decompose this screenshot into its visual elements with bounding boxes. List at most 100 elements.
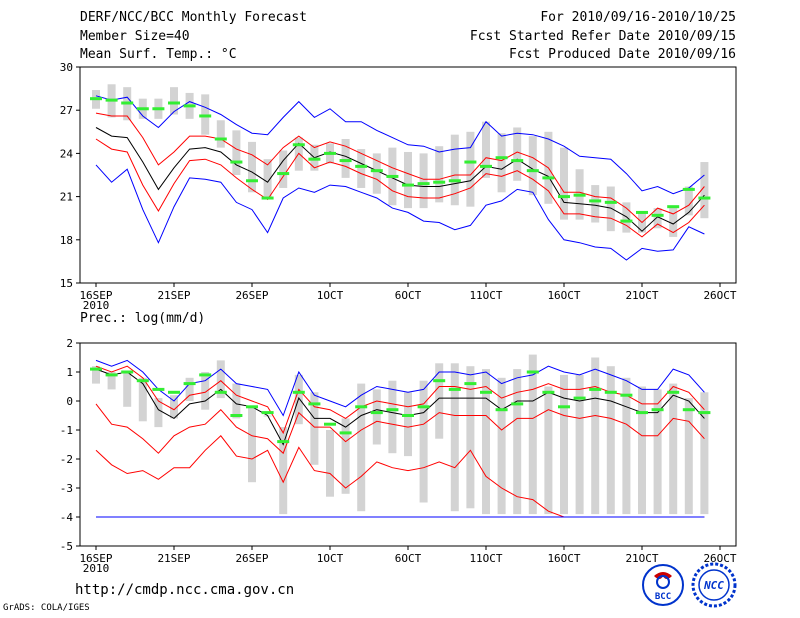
median-marker	[152, 387, 165, 391]
spread-box	[700, 392, 709, 515]
median-marker	[246, 179, 258, 183]
spread-box	[138, 377, 147, 422]
spread-box	[669, 206, 678, 237]
y-tick-label: 30	[60, 61, 73, 74]
median-marker	[324, 151, 336, 155]
spread-box	[653, 208, 662, 229]
spread-box	[497, 377, 506, 515]
median-marker	[355, 405, 368, 409]
median-marker	[168, 390, 180, 394]
median-marker	[448, 387, 461, 391]
spread-box	[357, 383, 366, 512]
spread-box	[341, 139, 350, 178]
spread-box	[560, 374, 568, 515]
median-marker	[698, 196, 711, 200]
median-marker	[542, 176, 555, 180]
x-tick-label: 6OCT	[395, 552, 422, 565]
grads-credit: GrADS: COLA/IGES	[3, 603, 90, 613]
median-marker	[355, 164, 368, 168]
member-size-label: Member Size=40	[80, 29, 190, 44]
source-url[interactable]: http://cmdp.ncc.cma.gov.cn	[75, 582, 295, 598]
median-marker	[402, 183, 414, 187]
spread-box	[575, 374, 584, 515]
median-marker	[636, 210, 648, 214]
median-marker	[480, 164, 492, 168]
median-marker	[121, 370, 134, 374]
spread-box	[341, 418, 350, 494]
spread-box	[232, 383, 241, 419]
median-marker	[308, 157, 321, 161]
median-marker	[589, 199, 602, 203]
spread-box	[170, 395, 178, 419]
median-marker	[402, 414, 414, 417]
spread-box	[154, 398, 163, 428]
x-tick-label: 21OCT	[625, 289, 658, 302]
x-year-label: 2010	[83, 299, 110, 312]
median-marker	[386, 174, 399, 178]
x-tick-label: 26SEP	[235, 552, 268, 565]
y-tick-label: -3	[60, 482, 73, 495]
spread-box	[185, 377, 194, 401]
spread-box	[528, 354, 537, 515]
median-marker	[636, 411, 648, 415]
max-line	[95, 359, 705, 417]
median-marker	[558, 405, 570, 409]
median-marker	[417, 182, 430, 186]
median-marker	[105, 373, 118, 377]
median-marker	[370, 411, 383, 415]
y-tick-label: 1	[66, 366, 73, 379]
spread-box	[653, 389, 662, 515]
median-marker	[90, 97, 102, 101]
precip-panel-title: Prec.: log(mm/d)	[80, 311, 206, 326]
spread-box	[497, 133, 506, 193]
median-marker	[511, 159, 524, 163]
mean_plus_sd-line	[95, 112, 705, 224]
spread-box	[450, 134, 459, 206]
spread-box	[216, 360, 225, 399]
median-marker	[105, 98, 118, 102]
spread-box	[591, 357, 600, 515]
spread-box	[404, 392, 412, 457]
spread-box	[248, 141, 256, 193]
median-marker	[277, 440, 290, 444]
median-marker	[620, 393, 633, 397]
spread-box	[216, 120, 225, 148]
max-line	[95, 95, 705, 195]
y-tick-label: 0	[66, 395, 73, 408]
spread-box	[357, 149, 366, 188]
spread-box	[232, 130, 241, 175]
median-marker	[261, 411, 274, 415]
spread-box	[279, 150, 288, 188]
y-tick-label: 18	[60, 234, 73, 247]
spread-box	[123, 372, 132, 407]
median-marker	[339, 159, 352, 163]
x-tick-label: 21SEP	[157, 552, 190, 565]
forecast-period: For 2010/09/16-2010/10/25	[540, 10, 736, 25]
spread-box	[201, 372, 210, 410]
spread-box	[404, 151, 412, 209]
spread-box	[622, 377, 631, 515]
median-marker	[495, 156, 508, 160]
x-tick-label: 16SEP	[79, 289, 112, 302]
spread-box	[372, 389, 381, 445]
median-marker	[183, 382, 196, 386]
spread-box	[263, 159, 272, 197]
spread-box	[513, 127, 522, 181]
x-tick-label: 16OCT	[547, 289, 580, 302]
median-marker	[542, 390, 555, 394]
y-tick-label: 15	[60, 277, 73, 290]
median-marker	[433, 379, 446, 383]
x-tick-label: 26OCT	[703, 552, 736, 565]
mean-line	[95, 368, 705, 446]
y-tick-label: 27	[60, 104, 73, 117]
median-marker	[480, 390, 492, 394]
median-marker	[308, 402, 321, 406]
x-tick-label: 21SEP	[157, 289, 190, 302]
median-marker	[183, 104, 196, 108]
median-marker	[526, 169, 539, 173]
spread-box	[372, 153, 381, 194]
y-tick-label: -5	[60, 540, 73, 553]
median-marker	[199, 114, 212, 118]
median-marker	[604, 200, 617, 204]
spread-box	[684, 398, 693, 515]
